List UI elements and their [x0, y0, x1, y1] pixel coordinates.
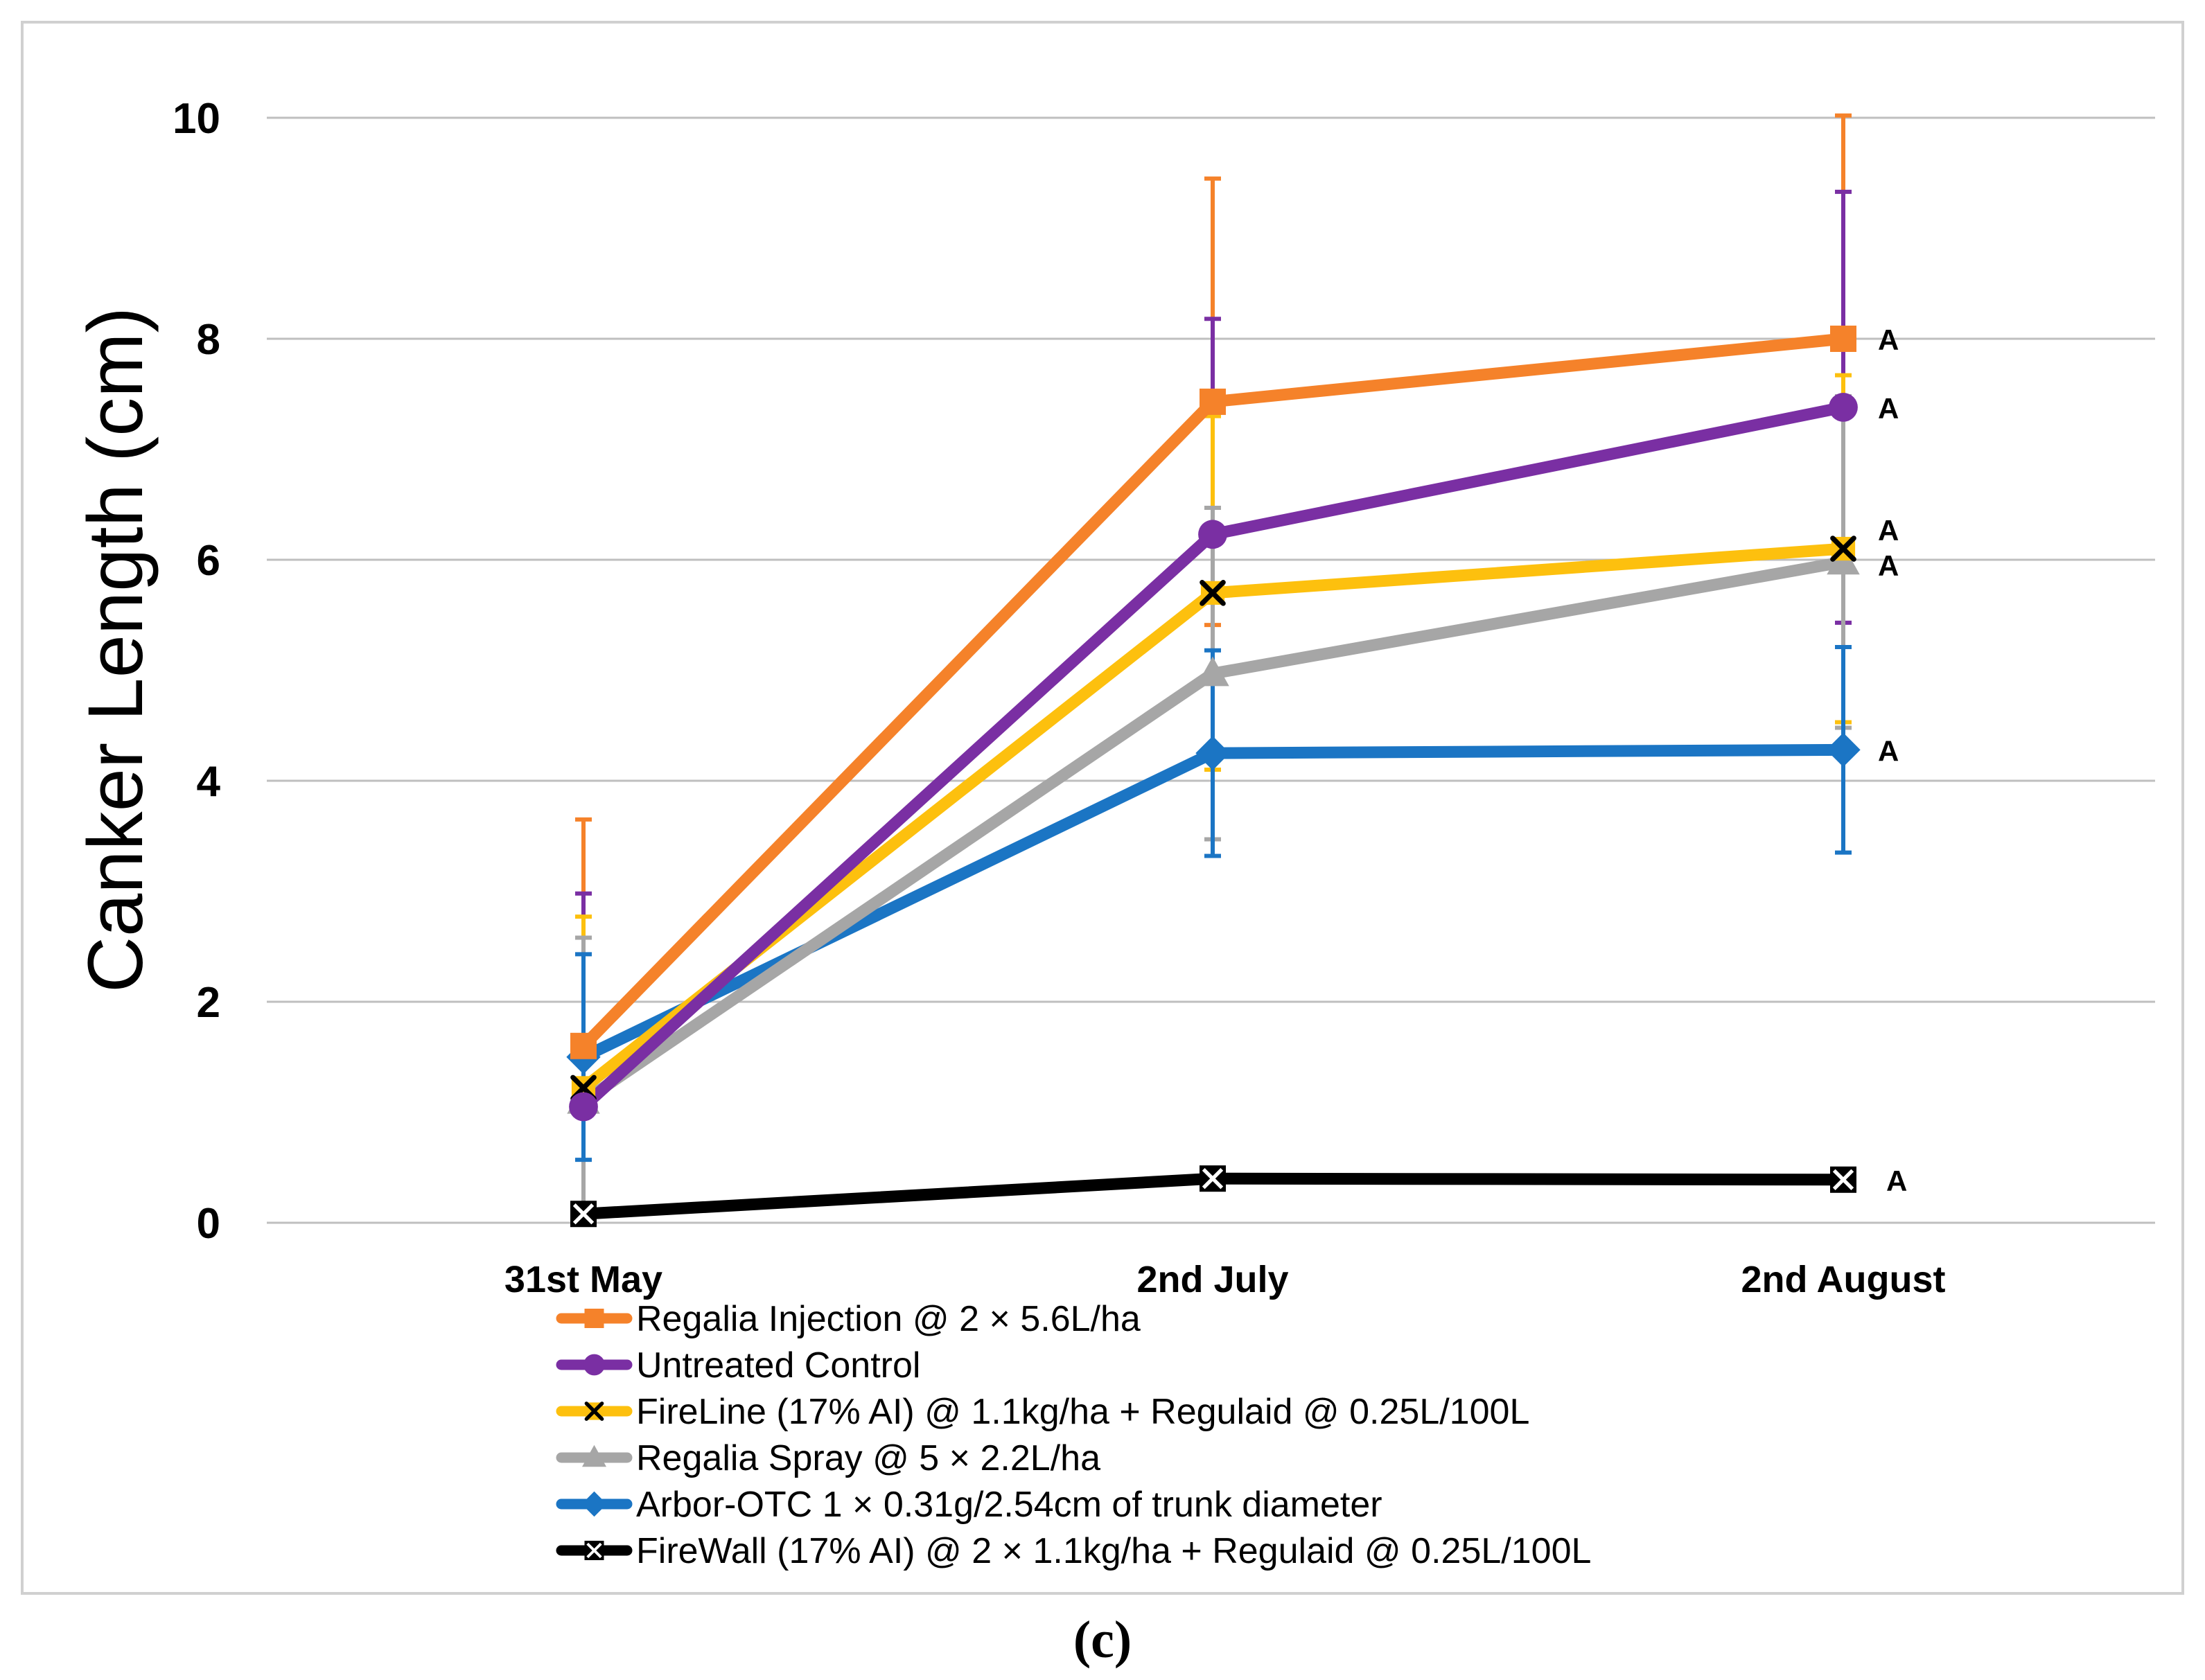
legend-label: Regalia Spray @ 5 × 2.2L/ha: [636, 1438, 1100, 1478]
legend-swatch-marker: [584, 1541, 604, 1560]
legend-item-regalia-injection-2-5-6l-ha: Regalia Injection @ 2 × 5.6L/ha: [556, 1299, 1141, 1339]
legend-item-untreated-control: Untreated Control: [556, 1345, 920, 1386]
data-point-untreated-control-2: [1829, 392, 1858, 422]
legend-item-fireline-17-ai-1-1kg-ha-regulaid-0-25l-100l: FireLine (17% AI) @ 1.1kg/ha + Regulaid …: [556, 1392, 1529, 1432]
data-point-regalia-injection-2-5-6l-ha-0: [570, 1032, 597, 1059]
legend-item-regalia-spray-5-2-2l-ha: Regalia Spray @ 5 × 2.2L/ha: [556, 1438, 1100, 1478]
legend-swatch-marker: [582, 1444, 606, 1467]
legend-item-arbor-otc-1-0-31g-2-54cm-of-trunk-diameter: Arbor-OTC 1 × 0.31g/2.54cm of trunk diam…: [556, 1485, 1382, 1525]
legend-swatch-marker: [583, 1354, 605, 1376]
data-point-regalia-injection-2-5-6l-ha-1: [1200, 388, 1226, 415]
data-point-firewall-17-ai-2-1-1kg-ha-regulaid-0-25l-100l-0: [570, 1201, 597, 1228]
significance-label-arbor-otc-1-0-31g-2-54cm-of-trunk-diameter: A: [1878, 734, 1899, 767]
legend-label: Regalia Injection @ 2 × 5.6L/ha: [636, 1299, 1141, 1339]
significance-label-fireline-17-ai-1-1kg-ha-regulaid-0-25l-100l: A: [1878, 514, 1899, 547]
y-tick-label: 0: [197, 1200, 220, 1248]
y-tick-label: 8: [197, 316, 220, 364]
y-tick-label: 10: [173, 95, 220, 143]
x-tick-label: 2nd July: [1136, 1259, 1288, 1300]
data-point-firewall-17-ai-2-1-1kg-ha-regulaid-0-25l-100l-1: [1200, 1165, 1226, 1192]
y-tick-label: 6: [197, 537, 220, 585]
legend-label: FireLine (17% AI) @ 1.1kg/ha + Regulaid …: [636, 1392, 1529, 1432]
legend-swatch-marker: [584, 1402, 604, 1421]
x-tick-label: 2nd August: [1741, 1259, 1946, 1300]
data-point-untreated-control-1: [1198, 520, 1227, 549]
data-point-fireline-17-ai-1-1kg-ha-regulaid-0-25l-100l-2: [1830, 536, 1856, 562]
figure-caption: (c): [1073, 1611, 1132, 1669]
legend-label: Untreated Control: [636, 1345, 920, 1386]
data-point-arbor-otc-1-0-31g-2-54cm-of-trunk-diameter-2: [1826, 732, 1861, 768]
significance-label-firewall-17-ai-2-1-1kg-ha-regulaid-0-25l-100l: A: [1886, 1165, 1907, 1197]
data-point-firewall-17-ai-2-1-1kg-ha-regulaid-0-25l-100l-2: [1830, 1166, 1856, 1193]
significance-label-untreated-control: A: [1878, 392, 1899, 425]
y-tick-label: 2: [197, 979, 220, 1027]
data-point-fireline-17-ai-1-1kg-ha-regulaid-0-25l-100l-1: [1200, 580, 1226, 606]
legend-label: Arbor-OTC 1 × 0.31g/2.54cm of trunk diam…: [636, 1485, 1382, 1525]
x-tick-label: 31st May: [504, 1259, 662, 1300]
significance-label-regalia-injection-2-5-6l-ha: A: [1878, 324, 1899, 356]
legend-swatch-marker: [581, 1491, 607, 1517]
y-tick-label: 4: [197, 758, 221, 806]
y-axis-ticks: 0 2 4 6 8 10: [173, 95, 220, 1248]
y-axis-label: Canker Length (cm): [72, 307, 159, 993]
legend-swatch-marker: [584, 1309, 604, 1328]
data-point-regalia-injection-2-5-6l-ha-2: [1830, 326, 1856, 352]
data-point-regalia-spray-5-2-2l-ha-1: [1196, 656, 1229, 687]
series-markers: [566, 326, 1861, 1228]
data-point-arbor-otc-1-0-31g-2-54cm-of-trunk-diameter-1: [1195, 736, 1230, 770]
x-axis-ticks: 31st May 2nd July 2nd August: [504, 1259, 1946, 1300]
legend-item-firewall-17-ai-2-1-1kg-ha-regulaid-0-25l-100l: FireWall (17% AI) @ 2 × 1.1kg/ha + Regul…: [556, 1531, 1591, 1571]
legend: Regalia Injection @ 2 × 5.6L/ha Untreated…: [556, 1299, 1591, 1571]
significance-label-regalia-spray-5-2-2l-ha: A: [1878, 549, 1899, 582]
data-point-untreated-control-0: [569, 1092, 598, 1122]
legend-label: FireWall (17% AI) @ 2 × 1.1kg/ha + Regul…: [636, 1531, 1591, 1571]
